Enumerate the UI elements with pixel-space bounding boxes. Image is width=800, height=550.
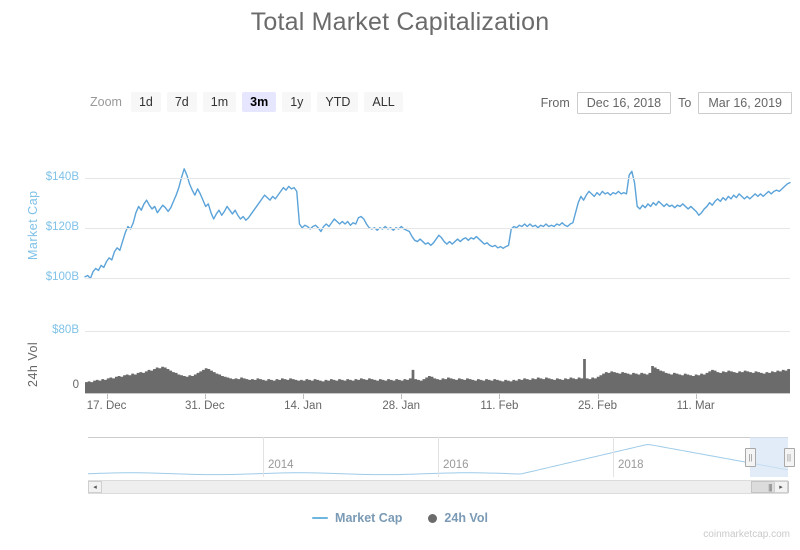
- market-cap-ytick-label: $100B: [45, 270, 79, 283]
- navigator-gridline: [438, 437, 439, 477]
- navigator-tick-label: 2014: [268, 459, 294, 471]
- volume-area-svg: [85, 359, 790, 393]
- navigator-tick-label: 2018: [618, 459, 644, 471]
- x-axis-tick-label: 25. Feb: [578, 400, 617, 412]
- navigator-handle-left[interactable]: ||: [745, 448, 756, 467]
- x-axis-tick: [106, 394, 108, 399]
- navigator-handle-right[interactable]: ||: [783, 448, 795, 467]
- range-button-3m[interactable]: 3m: [242, 92, 277, 112]
- x-axis-tick-label: 14. Jan: [284, 400, 322, 412]
- navigator-tick-label: 2016: [443, 459, 469, 471]
- navigator-scrollbar[interactable]: ◂ ||| ▸: [88, 480, 789, 494]
- market-cap-line-svg: [84, 168, 791, 280]
- navigator-gridline: [613, 437, 614, 477]
- range-button-all[interactable]: ALL: [364, 92, 403, 112]
- from-label: From: [540, 96, 570, 110]
- x-axis-tick-label: 11. Feb: [480, 400, 519, 412]
- market-cap-ytick-label: $120B: [45, 220, 79, 233]
- range-button-1m[interactable]: 1m: [202, 92, 237, 112]
- to-label: To: [678, 96, 692, 110]
- volume-ytick-label-0: 0: [72, 379, 79, 391]
- scrollbar-right-arrow[interactable]: ▸: [774, 481, 788, 493]
- legend-label-volume: 24h Vol: [444, 511, 488, 525]
- range-button-ytd[interactable]: YTD: [317, 92, 359, 112]
- market-cap-gridline: [85, 227, 790, 229]
- line-swatch-icon: [312, 517, 329, 519]
- x-axis-tick-label: 11. Mar: [676, 400, 715, 412]
- chart-legend: Market Cap 24h Vol: [0, 511, 800, 525]
- x-axis-tick: [695, 394, 697, 399]
- from-date-input[interactable]: Dec 16, 2018: [576, 92, 672, 114]
- x-axis-tick: [597, 394, 599, 399]
- navigator-gridline: [263, 437, 264, 477]
- range-button-7d[interactable]: 7d: [166, 92, 197, 112]
- x-axis-line: [85, 393, 790, 394]
- range-button-1d[interactable]: 1d: [130, 92, 161, 112]
- to-date-input[interactable]: Mar 16, 2019: [698, 92, 792, 114]
- volume-plot[interactable]: [85, 325, 790, 393]
- market-cap-ytick-label: $140B: [45, 170, 79, 183]
- legend-item-market-cap[interactable]: Market Cap: [312, 511, 402, 525]
- page-title: Total Market Capitalization: [250, 8, 550, 36]
- x-axis-tick: [303, 394, 304, 399]
- legend-label-market-cap: Market Cap: [335, 511, 403, 525]
- market-cap-gridline: [85, 277, 790, 279]
- watermark: coinmarketcap.com: [703, 529, 790, 540]
- range-button-1y[interactable]: 1y: [282, 92, 312, 112]
- market-cap-plot[interactable]: [84, 160, 791, 288]
- dot-swatch-icon: [428, 513, 438, 523]
- x-axis-tick-label: 31. Dec: [184, 400, 225, 412]
- range-selector-label: Zoom: [90, 95, 122, 109]
- market-cap-gridline: [85, 177, 790, 179]
- range-selector: Zoom 1d 7d 1m 3m 1y YTD ALL: [90, 92, 409, 112]
- x-axis-tick-label: 17. Dec: [86, 400, 127, 412]
- scrollbar-left-arrow[interactable]: ◂: [88, 481, 102, 493]
- legend-item-volume[interactable]: 24h Vol: [428, 511, 488, 525]
- x-axis-tick: [499, 394, 501, 399]
- volume-gridline: [85, 331, 790, 333]
- date-range-inputs: From Dec 16, 2018 To Mar 16, 2019: [541, 92, 792, 114]
- volume-ytick-label-80: $80B: [52, 324, 79, 337]
- x-axis-tick: [401, 394, 403, 399]
- x-axis-tick: [204, 394, 206, 399]
- x-axis-tick-label: 28. Jan: [382, 400, 421, 412]
